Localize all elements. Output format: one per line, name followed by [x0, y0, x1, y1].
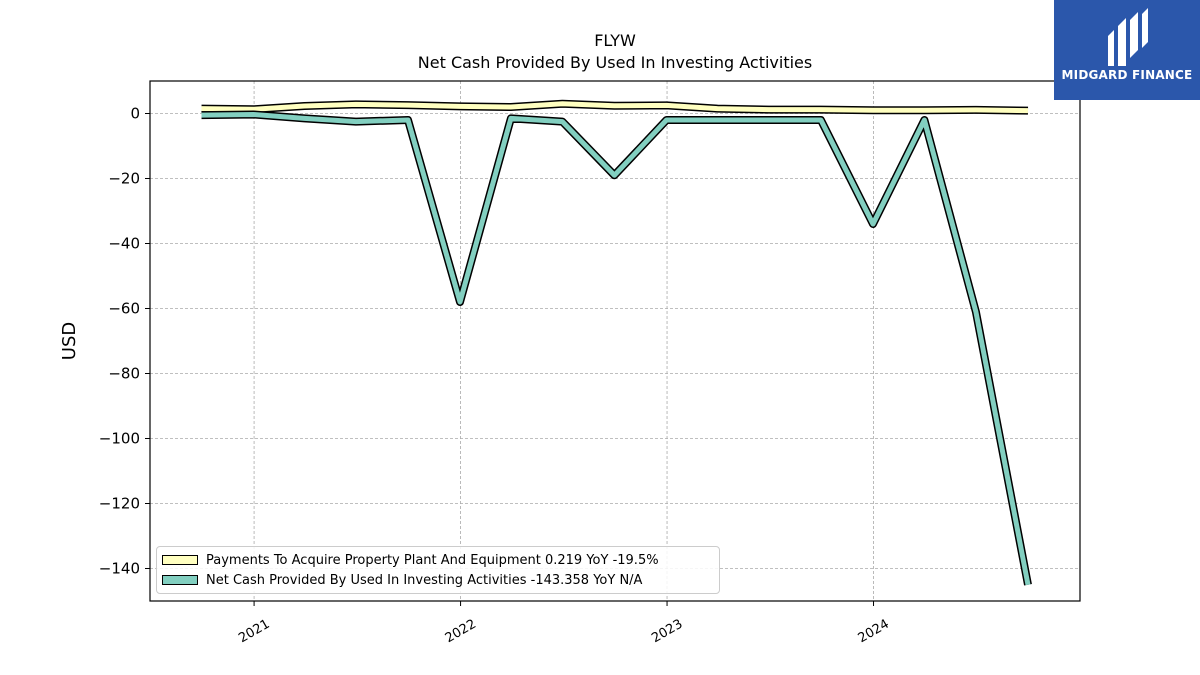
series-layer [201, 99, 1032, 586]
chart-legend: Payments To Acquire Property Plant And E… [156, 546, 720, 594]
x-tick-label: 2021 [236, 617, 272, 647]
y-tick-label: 0 [130, 105, 140, 123]
x-tick-label: 2024 [856, 617, 892, 647]
series-line-0 [201, 101, 1029, 114]
midgard-logo: MIDGARD FINANCE [1054, 0, 1200, 100]
plot-frame [149, 80, 1081, 602]
y-tick-label: −120 [99, 495, 140, 513]
y-tick-label: −100 [99, 430, 140, 448]
y-tick-label: −20 [108, 170, 140, 188]
y-tick-label: −40 [108, 235, 140, 253]
legend-item-ppe: Payments To Acquire Property Plant And E… [157, 550, 659, 570]
series-line-1 [201, 112, 1031, 586]
midgard-logo-icon [1108, 8, 1148, 66]
y-tick-label: −60 [108, 300, 140, 318]
logo-text: MIDGARD FINANCE [1061, 68, 1193, 82]
axis-layer: 0 −20 −40 −60 −80 −100 −120 −140 2021 2022 2023 202… [99, 105, 892, 647]
legend-swatch-ppe [162, 555, 198, 565]
legend-swatch-investing [162, 575, 198, 585]
series-outline-1 [201, 110, 1032, 586]
y-tick-label: −80 [108, 365, 140, 383]
grid-layer [150, 81, 1080, 601]
y-axis-label: USD [59, 322, 80, 360]
x-tick-label: 2022 [443, 617, 479, 647]
x-tick-label: 2023 [649, 617, 685, 647]
chart-subtitle: Net Cash Provided By Used In Investing A… [417, 53, 813, 72]
legend-label-ppe: Payments To Acquire Property Plant And E… [206, 552, 659, 568]
chart-title: FLYW [594, 31, 636, 50]
legend-label-investing: Net Cash Provided By Used In Investing A… [206, 572, 643, 588]
y-tick-label: −140 [99, 560, 140, 578]
legend-item-investing: Net Cash Provided By Used In Investing A… [157, 570, 642, 590]
chart-title-block: FLYW Net Cash Provided By Used In Invest… [150, 30, 1080, 74]
